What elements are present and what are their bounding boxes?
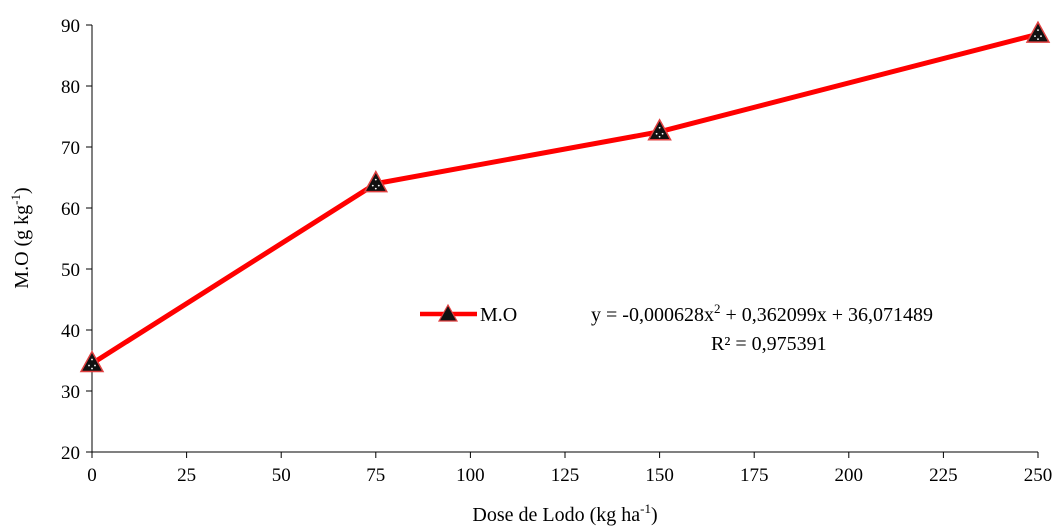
marker-dot — [91, 358, 93, 361]
y-tick-label: 40 — [61, 321, 80, 342]
x-tick-label: 125 — [551, 465, 580, 486]
x-tick-label: 25 — [177, 465, 196, 486]
marker-dot — [1037, 29, 1039, 32]
y-tick-label: 30 — [61, 382, 80, 403]
marker-dot — [1037, 38, 1039, 41]
y-tick-label: 80 — [61, 77, 80, 98]
marker-dot — [661, 132, 664, 135]
x-tick-label: 50 — [272, 465, 291, 486]
data-point-mo — [79, 349, 105, 373]
marker-dot — [1040, 35, 1042, 38]
data-point-mo — [1025, 20, 1051, 43]
marker-dot — [377, 184, 380, 187]
data-point-mo — [647, 118, 672, 141]
marker-dot — [94, 364, 96, 367]
marker-dot — [655, 132, 658, 135]
x-tick-label: 250 — [1024, 465, 1053, 486]
marker-dot — [88, 364, 90, 367]
x-tick-label: 150 — [645, 465, 674, 486]
y-tick-label: 50 — [61, 260, 80, 281]
x-tick-label: 200 — [835, 465, 864, 486]
series-group — [79, 20, 1051, 373]
y-tick-label: 70 — [61, 138, 80, 159]
x-tick-label: 225 — [929, 465, 958, 486]
series-line-mo — [90, 31, 1039, 366]
y-tick-label: 20 — [61, 443, 80, 464]
marker-dot — [374, 178, 377, 181]
axes — [91, 25, 1038, 453]
marker-dot — [371, 184, 374, 187]
y-tick-label: 60 — [61, 199, 80, 220]
y-axis-title: M.O (g kg-1) — [8, 187, 33, 288]
data-point-mo — [363, 170, 389, 193]
marker-dot — [374, 187, 377, 190]
x-axis-title: Dose de Lodo (kg ha-1) — [472, 501, 657, 526]
y-tick-label: 90 — [61, 16, 80, 37]
x-tick-label: 100 — [456, 465, 485, 486]
marker-dot — [91, 367, 93, 370]
marker-dot — [1034, 35, 1036, 38]
legend: M.O — [420, 303, 517, 326]
trendline-equation: y = -0,000628x2 + 0,362099x + 36,071489 — [591, 301, 933, 326]
x-ticks: 0 25 50 75 100 125 150 175 200 225 250 — [87, 452, 1052, 486]
marker-dot — [658, 135, 661, 138]
y-ticks: 20 30 40 50 60 70 80 90 — [61, 16, 92, 464]
trendline-r2: R² = 0,975391 — [711, 333, 827, 355]
x-tick-label: 0 — [87, 465, 97, 486]
x-tick-label: 175 — [740, 465, 769, 486]
x-tick-label: 75 — [366, 465, 385, 486]
marker-dot — [658, 126, 661, 129]
legend-label: M.O — [480, 304, 517, 326]
legend-marker — [437, 303, 459, 322]
